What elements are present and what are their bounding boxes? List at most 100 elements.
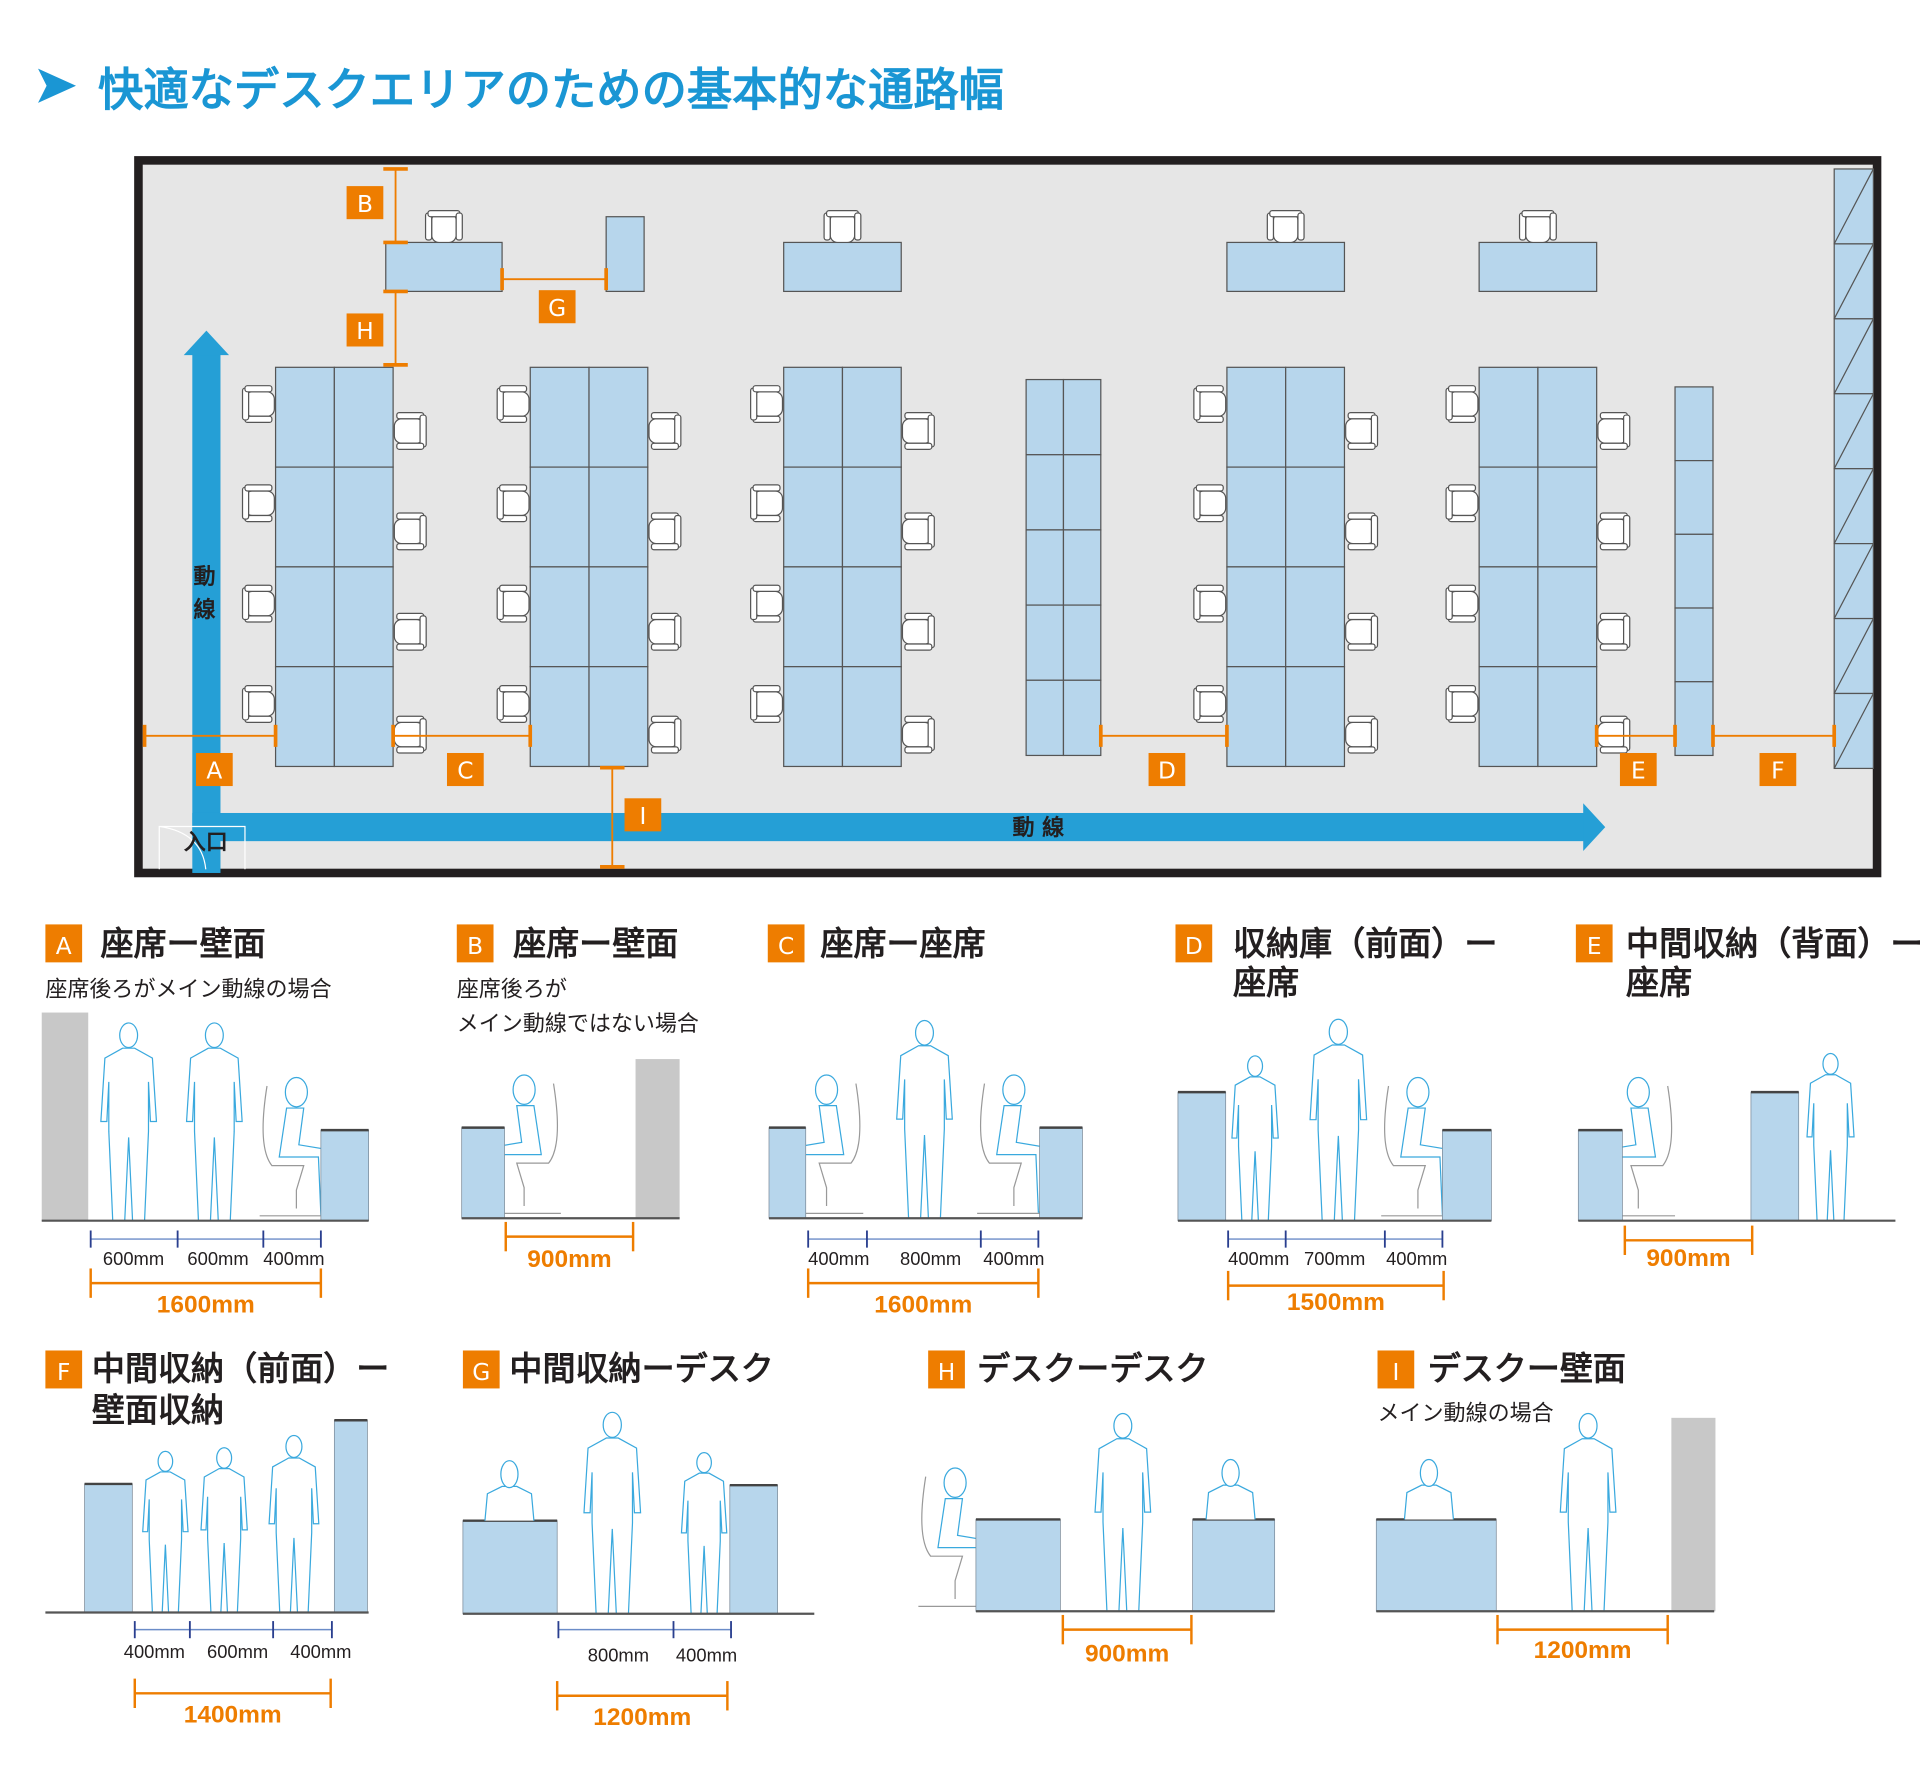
chair-icon [393, 412, 427, 450]
marker-i: I [624, 798, 662, 832]
dimension-value: 600mm [103, 1248, 164, 1269]
seated-person-figure [1205, 1484, 1256, 1520]
chair-icon [496, 385, 530, 424]
arrow-head-icon [1583, 803, 1606, 851]
person-head [284, 1076, 309, 1108]
flow-arrow-horizontal [192, 812, 1586, 842]
seated-person-figure [1403, 1484, 1455, 1520]
chair-icon [496, 685, 530, 723]
svg-text:I: I [639, 803, 646, 830]
marker-a: A [195, 752, 233, 787]
person-head [943, 1467, 967, 1499]
person-figure [185, 1047, 243, 1222]
chair-icon [1193, 584, 1227, 623]
chair-icon [1381, 1085, 1450, 1217]
section-title: 座席 [1626, 963, 1692, 1002]
dimension-value: 400mm [1386, 1248, 1447, 1269]
chair-icon [750, 584, 784, 623]
person-head [285, 1434, 303, 1459]
chair-icon [648, 412, 682, 450]
section-letter: F [57, 1359, 70, 1386]
chair-icon [496, 484, 530, 523]
chair-icon [1193, 484, 1227, 523]
total-width: 900mm [1646, 1245, 1730, 1272]
chair-icon [1193, 385, 1227, 424]
desk-island [529, 366, 649, 768]
total-width: 1500mm [1287, 1289, 1385, 1316]
person-figure [1559, 1438, 1617, 1612]
chair-icon [1345, 715, 1379, 754]
total-width: 1600mm [874, 1292, 972, 1319]
section-title: 中間収納（背面）ー [1626, 924, 1920, 963]
person-head [1221, 1458, 1240, 1488]
dimension-value: 400mm [808, 1248, 869, 1269]
furniture-block [461, 1127, 505, 1219]
section-letter-badge [45, 1350, 83, 1389]
person-head [1002, 1074, 1026, 1106]
dimension-value: 400mm [124, 1641, 185, 1662]
seated-person-figure [484, 1485, 535, 1521]
flow-label: 線 [194, 597, 216, 623]
chair-icon [648, 715, 682, 754]
marker-c: C [446, 752, 484, 787]
section-subtitle: 座席後ろがメイン動線の場合 [45, 978, 331, 1003]
marker-f: F [1759, 752, 1797, 787]
section-title: 座席ー壁面 [100, 924, 265, 963]
marker-b: B [346, 186, 384, 220]
chair-icon [901, 715, 935, 754]
storage-cabinet [605, 216, 645, 293]
section-letter: D [1185, 933, 1203, 960]
chair-icon [1345, 412, 1379, 450]
chair-icon [1345, 612, 1379, 651]
section-title: 壁面収納 [92, 1391, 224, 1430]
chair-icon [750, 385, 784, 424]
total-width: 1200mm [593, 1704, 691, 1731]
section-c: C 座席ー座席 400mm 800mm 400mm 1600mm [767, 924, 1083, 1319]
chair-icon [1597, 512, 1631, 551]
desk [1478, 241, 1598, 293]
person-figure [142, 1471, 189, 1614]
section-g: G 中間収納ーデスク 800mm 400mm 1200mm [462, 1349, 815, 1731]
marker-g: G [538, 290, 576, 324]
section-title: デスクーデスク [977, 1349, 1208, 1388]
person-head [1406, 1076, 1430, 1108]
chair-icon [424, 209, 463, 244]
svg-text:F: F [1771, 758, 1784, 785]
section-subtitle: メイン動線の場合 [1378, 1401, 1554, 1426]
chair-icon [1445, 584, 1479, 623]
person-head [1578, 1412, 1598, 1439]
section-letter: I [1392, 1359, 1399, 1386]
entrance-label: 入口 [184, 831, 228, 856]
person-figure [1806, 1074, 1855, 1222]
svg-text:H: H [356, 318, 373, 345]
chair-icon [1266, 209, 1305, 244]
section-subtitle: メイン動線ではない場合 [457, 1012, 699, 1037]
section-letter-badge [767, 924, 805, 963]
page-heading: 快適なデスクエリアのための基本的な通路幅 [38, 63, 1004, 116]
person-figure [583, 1437, 642, 1615]
chair-icon [648, 512, 682, 551]
dimension-value: 800mm [900, 1248, 961, 1269]
svg-text:C: C [457, 758, 473, 785]
chair-icon [901, 612, 935, 651]
desk [1226, 241, 1346, 293]
chair-icon [393, 512, 427, 551]
chair-icon [977, 1083, 1046, 1214]
desk [385, 241, 503, 293]
furniture-block [1192, 1519, 1276, 1612]
flow-arrow-vertical [192, 352, 221, 873]
chair-icon [1597, 715, 1631, 754]
person-figure [200, 1468, 248, 1614]
flow-label: 動 線 [1013, 815, 1065, 841]
section-title: デスクー壁面 [1428, 1349, 1626, 1388]
section-letter: G [472, 1359, 490, 1386]
dimension-value: 400mm [676, 1644, 737, 1665]
furniture-block [768, 1127, 807, 1219]
svg-text:G: G [548, 295, 566, 322]
chair-icon [1518, 209, 1557, 244]
wall-storage [1833, 168, 1874, 770]
